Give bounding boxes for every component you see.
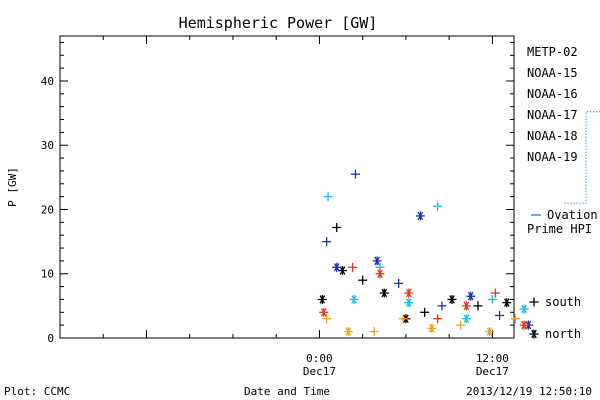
data-point-noaa-19 xyxy=(519,320,529,330)
data-point-noaa-15 xyxy=(415,211,425,221)
data-point-noaa-18 xyxy=(456,320,466,330)
data-point-noaa-15 xyxy=(372,256,382,266)
y-tick-label: 10 xyxy=(41,268,54,281)
data-point-noaa-15 xyxy=(466,291,476,301)
data-point-metp-02 xyxy=(332,222,342,232)
legend-entry-noaa-16: NOAA-16 xyxy=(527,87,578,101)
data-point-noaa-19 xyxy=(490,288,500,298)
data-point-noaa-18 xyxy=(343,327,353,337)
data-point-noaa-18 xyxy=(398,314,408,324)
x-tick-time: 12:00 xyxy=(476,352,509,365)
data-point-metp-02 xyxy=(473,301,483,311)
legend-entry-metp-02: METP-02 xyxy=(527,45,578,59)
x-tick-date: Dec17 xyxy=(476,365,509,378)
data-point-noaa-19 xyxy=(433,314,443,324)
x-tick-date: Dec17 xyxy=(303,365,336,378)
data-point-noaa-16 xyxy=(487,294,497,304)
legend: METP-02 NOAA-15 NOAA-16 NOAA-17 NOAA-18 NOAA-… xyxy=(527,45,578,164)
symbol-legend: south north xyxy=(529,295,581,341)
legend-entry-noaa-17: NOAA-17 xyxy=(527,108,578,122)
data-point-noaa-15 xyxy=(495,311,505,321)
data-point-noaa-16 xyxy=(433,201,443,211)
symbol-legend-label: north xyxy=(545,327,581,341)
data-point-noaa-15 xyxy=(350,169,360,179)
x-tick-time: 0:00 xyxy=(306,352,333,365)
symbol-legend-label: south xyxy=(545,295,581,309)
data-point-noaa-15 xyxy=(332,262,342,272)
data-point-noaa-15 xyxy=(437,301,447,311)
plot-frame xyxy=(59,35,515,339)
data-point-noaa-16 xyxy=(461,314,471,324)
scatter-marks xyxy=(317,169,533,337)
y-tick-label: 20 xyxy=(41,203,54,216)
data-point-noaa-18 xyxy=(510,314,520,324)
data-point-metp-02 xyxy=(379,288,389,298)
data-point-metp-02 xyxy=(420,307,430,317)
data-point-noaa-18 xyxy=(369,327,379,337)
data-point-noaa-18 xyxy=(484,327,494,337)
data-point-noaa-18 xyxy=(322,314,332,324)
y-tick-label: 40 xyxy=(41,75,54,88)
symbol-legend-south: south xyxy=(529,295,581,309)
x-axis-label: Date and Time xyxy=(244,385,330,398)
data-point-noaa-16 xyxy=(323,192,333,202)
y-axis-label: P [GW] xyxy=(6,167,19,207)
footer-plot-credit: Plot: CCMC xyxy=(4,385,70,398)
symbol-legend-north: north xyxy=(529,327,581,341)
data-point-noaa-15 xyxy=(394,278,404,288)
data-point-noaa-19 xyxy=(404,288,414,298)
ovation-legend-label-line2: Prime HPI xyxy=(527,222,592,236)
data-point-metp-02 xyxy=(317,294,327,304)
data-point-metp-02 xyxy=(502,298,512,308)
footer-timestamp: 2013/12/19 12:50:10 xyxy=(466,385,592,398)
data-point-noaa-19 xyxy=(348,262,358,272)
ovation-legend: Ovation Prime HPI xyxy=(527,208,598,236)
data-point-metp-02 xyxy=(447,294,457,304)
ovation-legend-label: Ovation xyxy=(547,208,598,222)
data-point-noaa-19 xyxy=(319,307,329,317)
data-point-noaa-19 xyxy=(375,269,385,279)
data-point-noaa-16 xyxy=(404,298,414,308)
data-point-noaa-18 xyxy=(427,323,437,333)
data-point-noaa-16 xyxy=(349,294,359,304)
data-point-noaa-15 xyxy=(322,237,332,247)
y-axis: 0 10 20 30 40 xyxy=(41,41,514,345)
y-tick-label: 0 xyxy=(47,332,54,345)
legend-entry-noaa-15: NOAA-15 xyxy=(527,66,578,80)
y-tick-label: 30 xyxy=(41,139,54,152)
data-point-noaa-16 xyxy=(519,304,529,314)
legend-entry-noaa-18: NOAA-18 xyxy=(527,129,578,143)
legend-entry-noaa-19: NOAA-19 xyxy=(527,150,578,164)
data-point-noaa-19 xyxy=(461,301,471,311)
chart-title: Hemispheric Power [GW] xyxy=(179,14,378,32)
x-axis: 0:00Dec1712:00Dec170:00Dec1812:00Dec180:… xyxy=(59,36,509,378)
data-point-metp-02 xyxy=(358,275,368,285)
